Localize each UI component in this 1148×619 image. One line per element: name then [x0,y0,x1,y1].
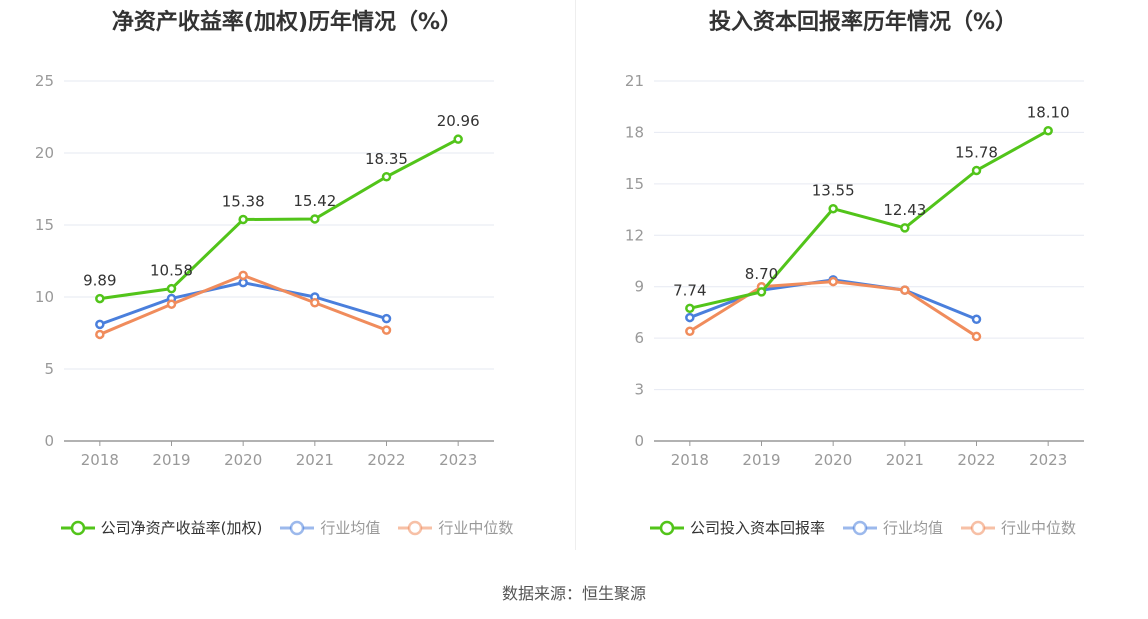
data-point[interactable] [828,276,838,287]
y-tick-label: 20 [35,144,54,162]
x-tick-label: 2018 [671,451,709,469]
y-tick-label: 21 [625,72,644,90]
data-point[interactable] [310,214,320,224]
data-point[interactable] [971,331,982,342]
roic-chart-panel: 投入资本回报率历年情况（%） 0 3 6 9 12 15 18 21 2018 2019 2020 2… [576,0,1148,560]
data-point[interactable] [166,283,177,294]
legend-swatch-icon [398,520,433,535]
legend-swatch-icon [649,520,684,535]
series-line-0 [99,137,459,301]
data-point[interactable] [900,223,910,233]
y-tick-label: 0 [634,432,644,450]
y-tick-label: 6 [634,329,644,347]
y-tick-label: 25 [35,72,54,90]
chart-legend: 公司投入资本回报率 行业均值 行业中位数 [576,517,1148,538]
data-label: 9.89 [83,272,116,290]
x-tick-label: 2021 [886,451,924,469]
legend-label: 行业中位数 [1001,519,1077,537]
x-tick-label: 2022 [367,451,405,469]
data-point[interactable] [685,303,695,314]
x-tick-label: 2021 [296,451,334,469]
data-point[interactable] [166,299,177,309]
roic-line-chart: 0 3 6 9 12 15 18 21 2018 2019 2020 2021 2022 2023 7.74… [625,72,1084,469]
data-label: 15.78 [955,143,998,161]
data-point[interactable] [453,134,463,144]
data-point[interactable] [685,312,695,323]
x-tick-label: 2023 [439,451,477,469]
y-tick-label: 0 [44,432,54,450]
y-tick-label: 15 [35,216,54,234]
legend-item[interactable]: 行业中位数 [398,517,513,538]
data-label: 15.38 [222,193,265,211]
data-point[interactable] [381,325,392,335]
chart-legend: 公司净资产收益率(加权) 行业均值 行业中位数 [0,517,574,538]
legend-label: 公司投入资本回报率 [689,519,825,537]
legend-label: 公司净资产收益率(加权) [100,519,263,537]
data-label: 13.55 [812,182,855,200]
data-point[interactable] [900,285,910,295]
x-tick-label: 2020 [224,451,262,469]
y-tick-label: 10 [35,288,54,306]
data-point[interactable] [971,314,982,325]
data-point[interactable] [756,287,767,297]
data-point[interactable] [828,203,838,214]
roe-chart-panel: 净资产收益率(加权)历年情况（%） 0 5 10 15 20 25 2018 2019 2020… [0,0,574,560]
legend-item[interactable]: 公司净资产收益率(加权) [60,517,263,538]
x-tick-label: 2018 [81,451,119,469]
data-point[interactable] [95,329,105,340]
data-point[interactable] [95,293,105,304]
data-point[interactable] [238,270,248,281]
data-point[interactable] [381,172,392,182]
x-tick-label: 2019 [742,451,780,469]
legend-item[interactable]: 行业均值 [280,517,380,538]
y-tick-label: 9 [634,278,644,296]
y-tick-label: 3 [634,381,644,399]
x-tick-label: 2022 [957,451,995,469]
y-tick-label: 12 [625,226,644,244]
series-line-0 [689,129,1049,310]
legend-item[interactable]: 行业中位数 [961,517,1076,538]
panel-divider [575,0,576,550]
data-label: 8.70 [745,265,778,283]
legend-swatch-icon [961,520,995,535]
x-tick-label: 2023 [1029,451,1067,469]
x-tick-label: 2019 [152,451,190,469]
x-tick-label: 2020 [814,451,852,469]
data-label: 12.43 [883,201,926,219]
data-label: 10.58 [150,262,193,280]
data-label: 15.42 [293,192,336,210]
legend-item[interactable]: 行业均值 [842,517,943,538]
data-label: 7.74 [673,281,706,299]
legend-label: 行业中位数 [438,519,514,537]
data-point[interactable] [238,214,248,225]
data-point[interactable] [971,165,982,176]
chart-title: 投入资本回报率历年情况（%） [708,10,1018,35]
data-label: 18.10 [1027,104,1070,122]
y-tick-label: 5 [44,360,54,378]
chart-title: 净资产收益率(加权)历年情况（%） [111,10,463,35]
legend-item[interactable]: 公司投入资本回报率 [649,517,825,538]
data-label: 18.35 [365,150,408,168]
series-line-1 [99,281,387,326]
roe-line-chart: 0 5 10 15 20 25 2018 2019 2020 2021 2022 2023 9.89 10… [35,72,494,469]
legend-label: 行业均值 [882,519,943,537]
y-tick-label: 15 [625,175,644,193]
y-tick-label: 18 [625,123,644,141]
series-line-2 [689,280,978,338]
data-label: 20.96 [437,112,480,130]
legend-swatch-icon [280,520,315,535]
data-point[interactable] [95,319,105,330]
legend-swatch-icon [842,520,877,535]
legend-swatch-icon [60,520,95,535]
data-point[interactable] [685,326,695,337]
data-point[interactable] [381,313,392,324]
data-point[interactable] [310,298,320,308]
legend-label: 行业均值 [320,519,381,537]
data-point[interactable] [1043,125,1053,136]
data-source-footer: 数据来源：恒生聚源 [501,584,646,603]
